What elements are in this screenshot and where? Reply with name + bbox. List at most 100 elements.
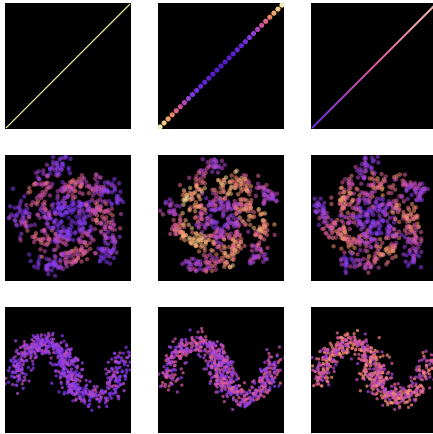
density-point — [340, 355, 345, 360]
density-point — [207, 340, 211, 344]
density-point — [38, 247, 43, 252]
density-point — [189, 342, 193, 346]
density-point — [201, 174, 207, 179]
density-point — [108, 394, 112, 398]
density-point — [35, 266, 41, 271]
density-point — [83, 391, 87, 395]
density-point — [15, 348, 19, 352]
density-point — [229, 359, 233, 364]
density-point — [62, 210, 68, 215]
density-point — [25, 228, 30, 233]
density-point — [65, 255, 70, 260]
density-point — [16, 391, 20, 396]
density-point — [429, 353, 433, 357]
diagonal-mark — [246, 34, 253, 41]
density-point — [165, 362, 169, 366]
density-point — [378, 207, 384, 213]
density-point — [364, 362, 368, 367]
density-point — [352, 215, 358, 220]
density-point — [43, 207, 48, 212]
density-point — [357, 356, 361, 361]
density-point — [335, 331, 339, 335]
density-point — [265, 370, 269, 374]
density-point — [27, 379, 31, 383]
heatmap-r0-c0 — [5, 3, 131, 129]
density-point — [180, 341, 184, 345]
density-point — [24, 202, 29, 208]
density-point — [414, 375, 418, 379]
diagonal-mark — [194, 87, 200, 93]
density-point — [47, 193, 53, 198]
density-point — [57, 390, 61, 394]
diagonal-mark — [222, 59, 228, 65]
density-point — [210, 248, 216, 254]
density-point — [399, 400, 403, 404]
density-point — [52, 261, 58, 267]
density-point — [217, 353, 221, 357]
density-point — [353, 206, 358, 212]
density-point — [369, 225, 374, 230]
density-point — [371, 392, 375, 396]
density-point — [37, 215, 42, 221]
diagonal-mark — [214, 67, 220, 73]
density-point — [198, 259, 203, 264]
density-point — [107, 369, 111, 374]
density-point — [108, 225, 113, 230]
density-point — [334, 346, 338, 350]
density-point — [195, 237, 201, 243]
density-point — [314, 201, 319, 206]
density-point — [247, 402, 251, 406]
density-point — [380, 350, 384, 354]
density-point — [112, 186, 118, 192]
diagonal-mark — [210, 71, 216, 77]
density-point — [219, 384, 223, 388]
density-point — [428, 375, 432, 379]
density-point — [103, 201, 109, 207]
density-point — [15, 374, 19, 378]
density-point — [376, 265, 381, 270]
density-point — [171, 360, 176, 364]
density-point — [82, 387, 86, 391]
density-point — [20, 364, 24, 368]
density-point — [118, 211, 124, 217]
panel-r1-c2 — [311, 155, 433, 281]
density-point — [114, 390, 118, 394]
density-point — [113, 356, 117, 360]
density-point — [68, 253, 73, 258]
density-point — [168, 231, 173, 237]
density-point — [332, 366, 336, 370]
density-point — [202, 206, 208, 212]
density-point — [191, 237, 196, 243]
density-point — [23, 210, 29, 216]
diagonal-mark — [198, 83, 204, 89]
density-point — [90, 217, 96, 222]
density-point — [405, 400, 409, 404]
density-point — [204, 338, 208, 342]
density-point — [212, 208, 218, 213]
density-point — [362, 265, 367, 271]
density-point — [126, 363, 130, 368]
density-point — [363, 220, 369, 225]
density-point — [19, 231, 24, 236]
density-point — [378, 364, 383, 368]
density-point — [164, 358, 168, 362]
density-point — [390, 210, 396, 215]
density-point — [173, 350, 177, 354]
density-point — [352, 264, 357, 270]
density-point — [208, 158, 214, 163]
density-point — [118, 351, 122, 355]
density-point — [59, 229, 65, 234]
panel-r0-c2 — [311, 3, 433, 129]
density-point — [237, 384, 242, 388]
density-point — [43, 337, 47, 341]
density-point — [241, 197, 246, 202]
density-point — [71, 399, 75, 403]
density-point — [337, 191, 343, 196]
density-point — [242, 243, 247, 249]
density-point — [345, 210, 351, 215]
density-point — [374, 219, 379, 225]
density-point — [12, 371, 17, 375]
density-point — [414, 397, 418, 401]
diagonal-mark — [234, 47, 240, 53]
diagonal-mark — [267, 14, 273, 20]
